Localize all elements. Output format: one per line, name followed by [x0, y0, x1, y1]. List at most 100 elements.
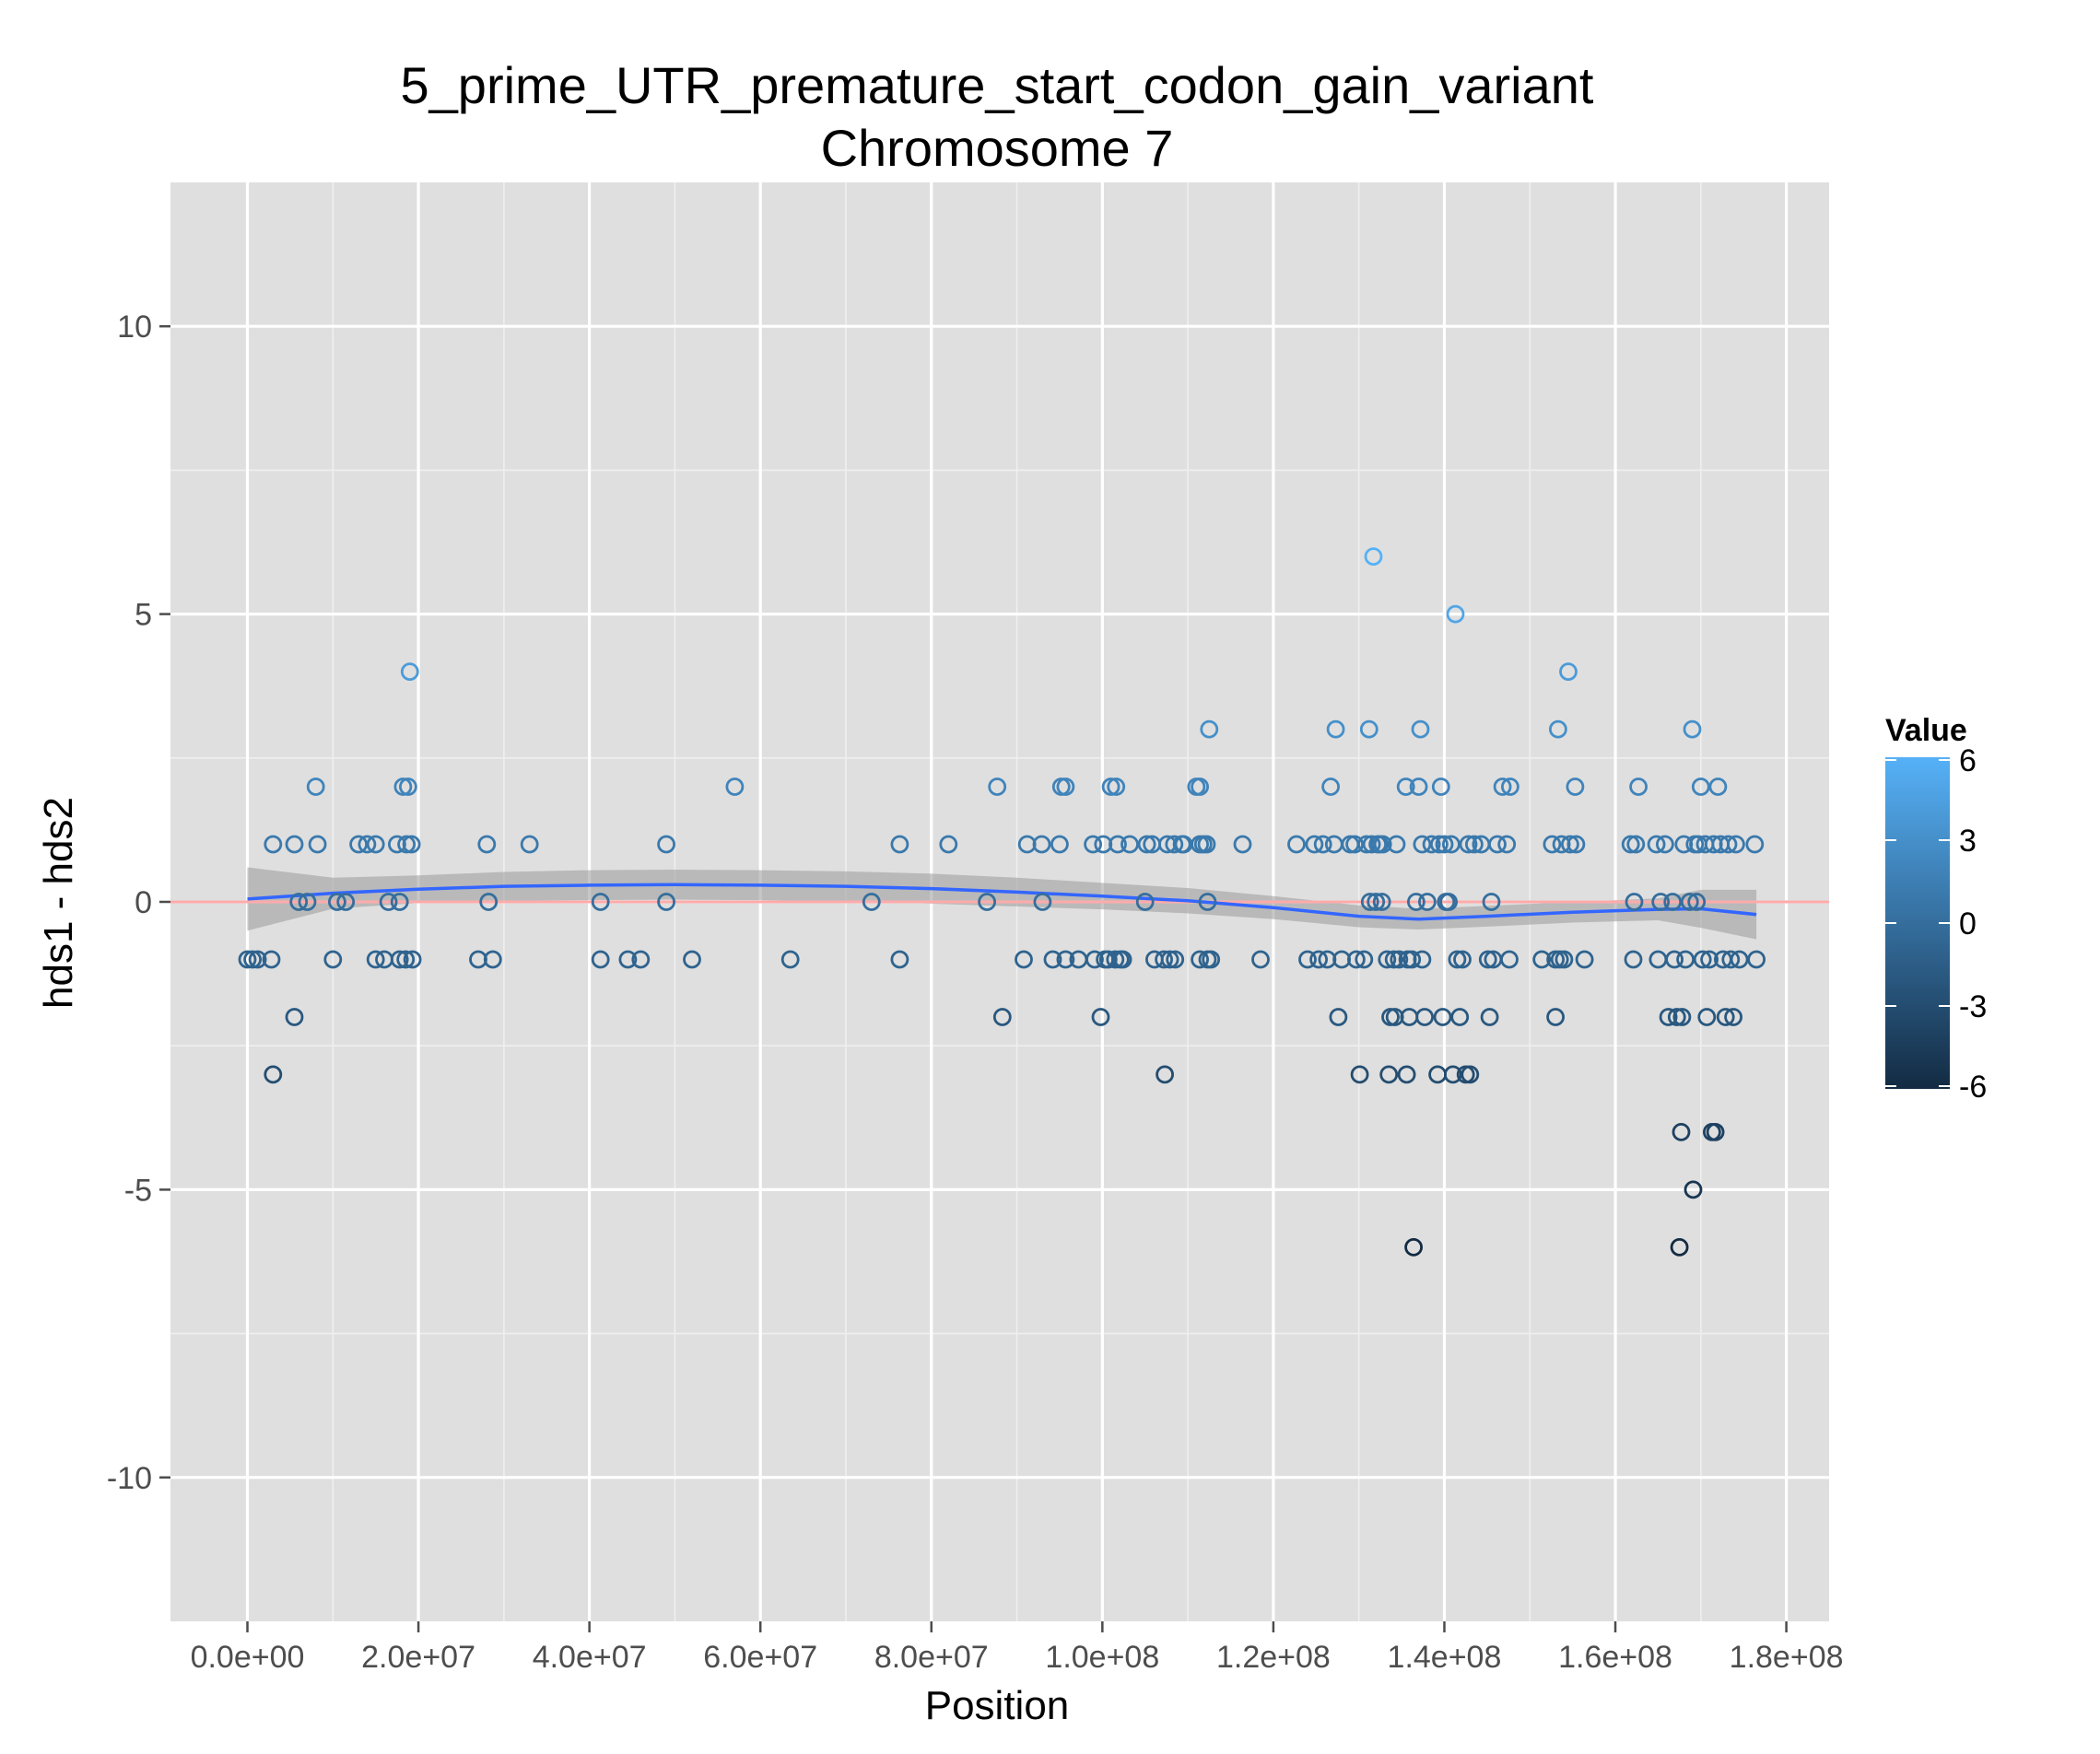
data-point [1659, 1008, 1678, 1026]
data-point [1687, 893, 1707, 911]
data-point [264, 1065, 283, 1084]
data-point [1407, 893, 1425, 911]
smooth-line [247, 883, 1757, 921]
x-tick-label: 8.0e+07 [874, 1640, 989, 1675]
data-point [1091, 1008, 1110, 1026]
data-point [243, 950, 263, 969]
data-point [725, 778, 745, 796]
data-point [1446, 604, 1465, 624]
legend-tick-label: -6 [1959, 1070, 1987, 1105]
data-point [1347, 950, 1366, 969]
data-point [396, 950, 416, 969]
data-point [1478, 950, 1497, 969]
data-point [683, 950, 701, 969]
data-point [780, 950, 800, 969]
data-point [400, 662, 419, 681]
data-point [1724, 1008, 1742, 1026]
data-point [1665, 950, 1684, 969]
data-point [1575, 950, 1594, 969]
data-point [1663, 893, 1683, 911]
y-tick-label: -5 [124, 1173, 152, 1208]
data-point [248, 950, 267, 969]
data-point [1120, 835, 1139, 854]
data-point [1309, 950, 1328, 969]
data-point [1313, 835, 1332, 854]
data-point [1107, 778, 1126, 796]
data-point [1156, 1065, 1174, 1084]
data-point [1404, 1238, 1423, 1257]
data-point [1730, 950, 1749, 969]
x-tick-label: 1.4e+08 [1388, 1640, 1502, 1675]
legend-tick-label: 3 [1959, 824, 1977, 859]
data-point [306, 778, 325, 796]
data-point [1461, 1065, 1480, 1084]
data-point [479, 893, 499, 911]
data-point [358, 835, 377, 854]
data-point [1745, 835, 1765, 854]
data-point [1435, 835, 1454, 854]
data-point [1198, 893, 1217, 911]
data-point [1480, 1008, 1499, 1026]
data-point [1626, 835, 1646, 854]
data-point [1109, 835, 1127, 854]
smooth-trend-line [247, 883, 1757, 921]
data-point [1359, 719, 1378, 739]
data-point [1549, 719, 1567, 739]
data-point [1559, 662, 1578, 681]
data-point [1439, 893, 1458, 911]
data-point [1043, 950, 1062, 969]
data-point [1554, 950, 1574, 969]
legend-tick-label: 6 [1959, 743, 1977, 778]
data-point [1160, 950, 1179, 969]
data-point [1396, 778, 1415, 796]
x-tick-label: 1.2e+08 [1216, 1640, 1331, 1675]
data-point [1670, 1238, 1689, 1257]
data-point [1085, 950, 1104, 969]
data-point [1566, 778, 1585, 796]
data-point [1532, 950, 1552, 969]
data-point [1321, 778, 1340, 796]
data-point [1651, 893, 1671, 911]
data-point [591, 893, 610, 911]
data-point [1443, 1065, 1462, 1084]
data-point [1373, 835, 1392, 854]
data-point [631, 950, 651, 969]
data-point [1032, 835, 1051, 854]
y-tick-label: 0 [135, 885, 152, 920]
data-point [1706, 1123, 1725, 1141]
data-point [289, 893, 309, 911]
x-tick-label: 6.0e+07 [703, 1640, 817, 1675]
data-point [1305, 835, 1324, 854]
x-tick-label: 2.0e+07 [361, 1640, 475, 1675]
data-point [1453, 950, 1472, 969]
data-point [1465, 835, 1484, 854]
data-point [1680, 893, 1699, 911]
data-point [1431, 778, 1450, 796]
data-point [298, 893, 317, 911]
data-point [1672, 1008, 1692, 1026]
chart-title: 5_prime_UTR_premature_start_codon_gain_v… [401, 56, 1594, 114]
data-point [890, 835, 909, 854]
x-axis-title: Position [925, 1683, 1070, 1728]
data-point [1390, 950, 1409, 969]
data-points [238, 547, 1766, 1257]
data-point [1387, 835, 1406, 854]
data-point [1697, 1008, 1717, 1026]
data-point [1362, 835, 1381, 854]
x-tick-label: 1.6e+08 [1558, 1640, 1672, 1675]
data-point [483, 950, 502, 969]
data-point [1298, 950, 1317, 969]
data-point [890, 950, 909, 969]
data-point [1543, 835, 1562, 854]
data-point [349, 835, 369, 854]
data-point [1497, 835, 1517, 854]
data-point [1233, 835, 1252, 854]
data-point [336, 893, 356, 911]
data-point [1716, 1008, 1735, 1026]
data-point [1708, 778, 1728, 796]
data-point [403, 950, 422, 969]
legend-tick-label: 0 [1959, 906, 1977, 941]
data-point [1165, 835, 1184, 854]
data-point [1015, 950, 1033, 969]
y-tick-label: 10 [117, 310, 152, 345]
